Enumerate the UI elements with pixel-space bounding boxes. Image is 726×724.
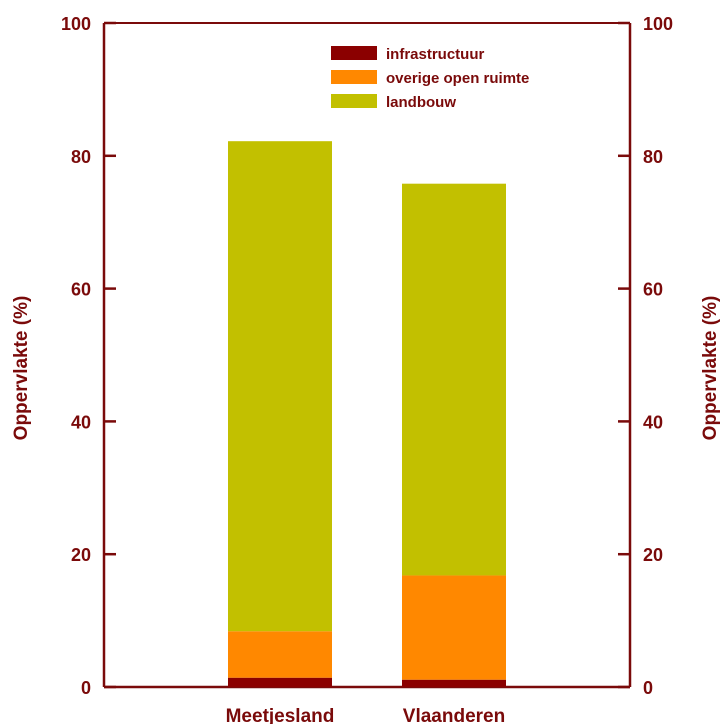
right-y-tick-label: 40 (643, 412, 663, 432)
right-y-axis: 0 20 40 60 80 100 (618, 14, 673, 698)
bar-landbouw-meetjesland (228, 141, 332, 632)
bar-infrastructuur-vlaanderen (402, 679, 506, 687)
bar-landbouw-vlaanderen (402, 183, 506, 576)
plot-frame (102, 22, 632, 689)
legend-swatch (331, 46, 377, 60)
right-y-tick-label: 60 (643, 280, 663, 300)
right-y-tick-label: 80 (643, 147, 663, 167)
right-y-tick-label: 20 (643, 545, 663, 565)
legend-label: landbouw (386, 94, 456, 111)
left-y-tick-label: 80 (71, 147, 91, 167)
left-y-tick-label: 20 (71, 545, 91, 565)
left-y-axis: 0 20 40 60 80 100 (61, 14, 116, 698)
legend-swatch (331, 94, 377, 108)
bar-overige-open-ruimte-meetjesland (228, 631, 332, 678)
y-axis-title-right: Oppervlakte (%) (700, 296, 721, 441)
left-y-tick-label: 100 (61, 14, 91, 34)
bars-group (228, 141, 506, 687)
x-axis: Meetjesland Vlaanderen (226, 706, 506, 724)
legend-label: overige open ruimte (386, 70, 529, 87)
legend-swatch (331, 70, 377, 84)
left-y-tick-label: 40 (71, 412, 91, 432)
bar-overige-open-ruimte-vlaanderen (402, 575, 506, 680)
left-y-tick-label: 60 (71, 280, 91, 300)
legend: infrastructuur overige open ruimte landbou… (331, 46, 529, 111)
x-category-label: Vlaanderen (403, 706, 505, 724)
bar-infrastructuur-meetjesland (228, 677, 332, 687)
legend-label: infrastructuur (386, 46, 485, 63)
right-y-tick-label: 0 (643, 678, 653, 698)
right-y-tick-label: 100 (643, 14, 673, 34)
y-axis-title-left: Oppervlakte (%) (11, 296, 32, 441)
left-y-tick-label: 0 (81, 678, 91, 698)
x-category-label: Meetjesland (226, 706, 335, 724)
